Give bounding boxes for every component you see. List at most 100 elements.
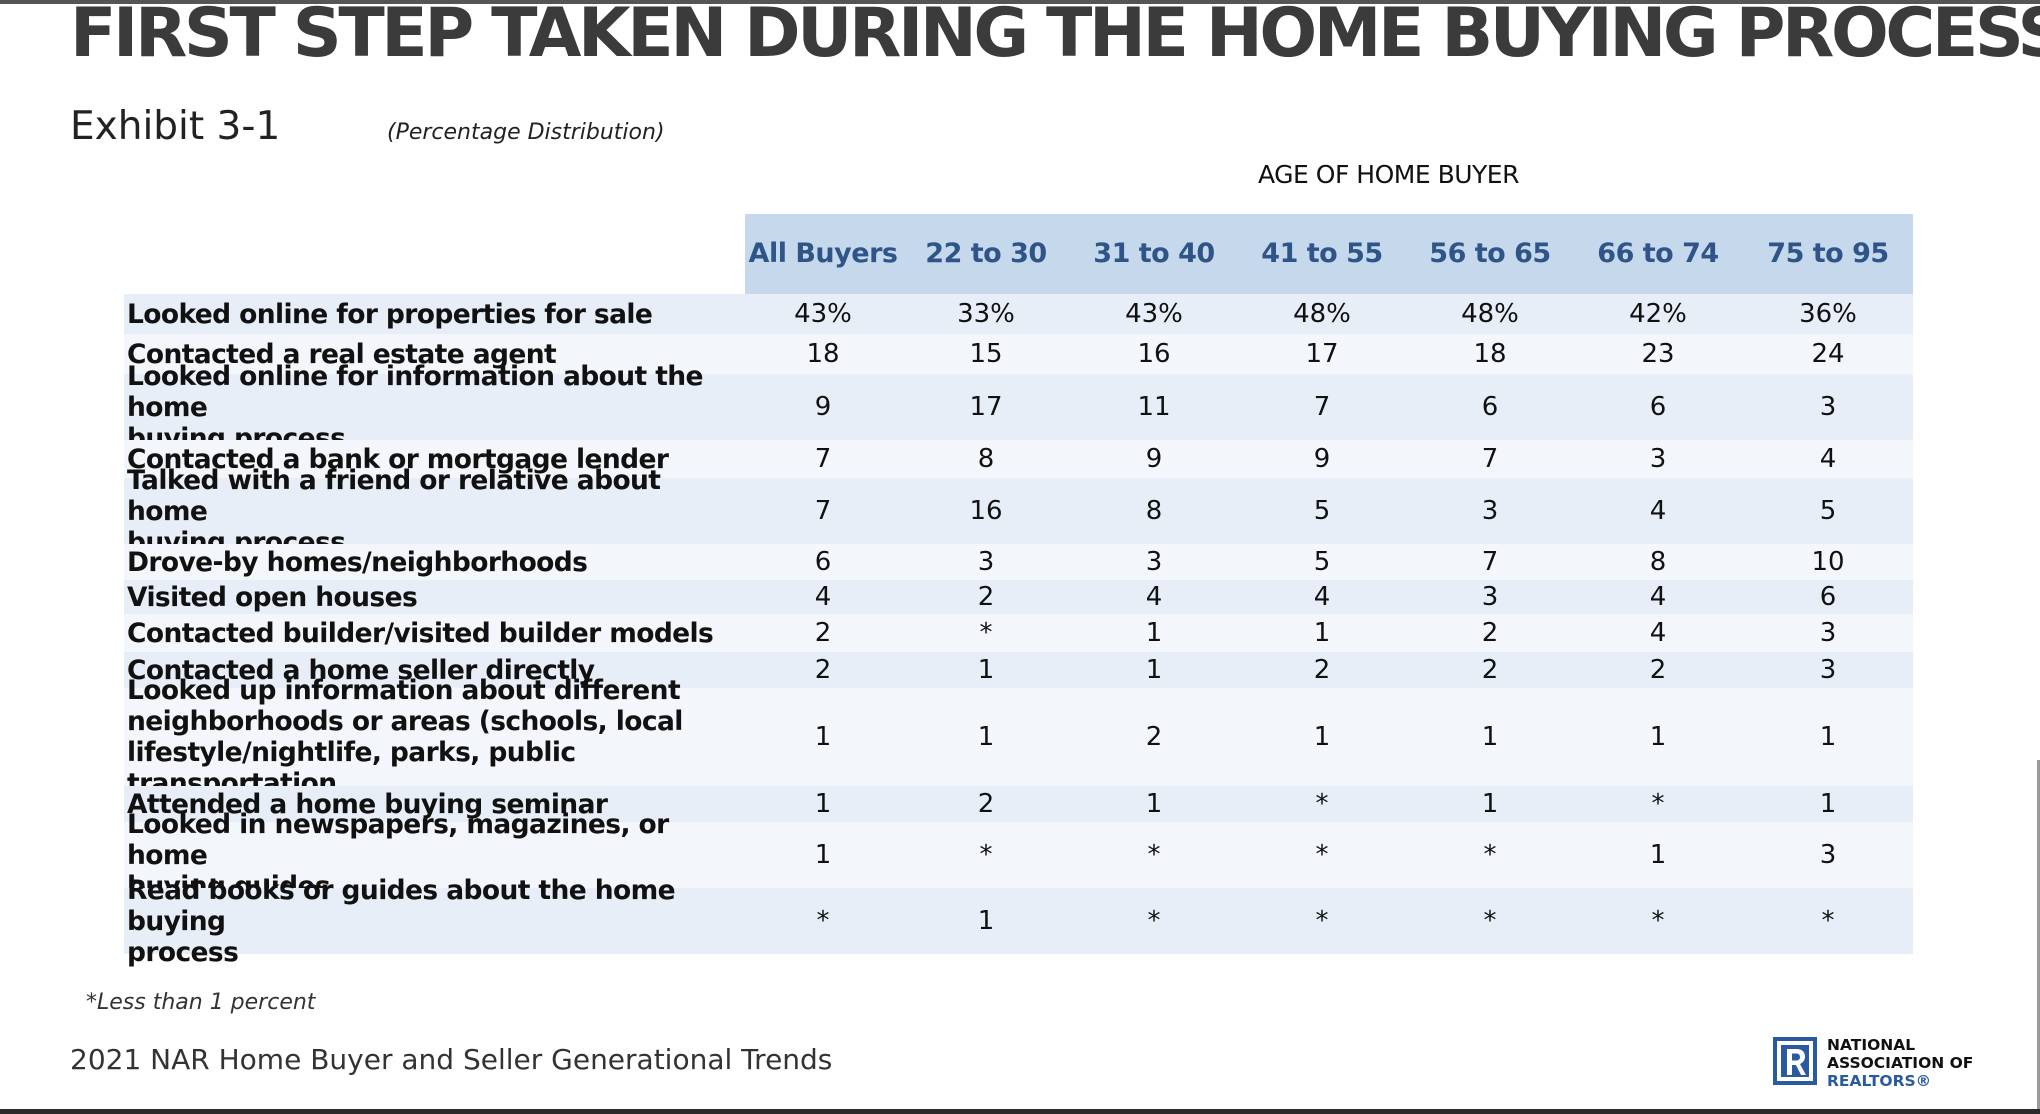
row-label-line: Contacted a real estate agent (127, 338, 557, 370)
table-cell: * (1821, 906, 1835, 936)
table-cell: 48% (1293, 299, 1351, 329)
table-row: Contacted builder/visited builder models… (124, 614, 1913, 652)
table-row: Read books or guides about the home buyi… (124, 875, 1913, 968)
page-title: FIRST STEP TAKEN DURING THE HOME BUYING … (70, 0, 2040, 73)
source-label: 2021 NAR Home Buyer and Seller Generatio… (70, 1043, 833, 1076)
table-cell: 2 (1649, 655, 1667, 685)
row-label: Looked in newspapers, magazines, or home… (127, 809, 747, 902)
table-cell: 1 (1649, 722, 1667, 752)
nar-logo-text: NATIONAL ASSOCIATION OF REALTORS® (1827, 1036, 1973, 1090)
table-cell: 36% (1799, 299, 1857, 329)
table-cell: 6 (1649, 392, 1667, 422)
row-label: Contacted a bank or mortgage lender (127, 440, 747, 478)
table-cell: 42% (1629, 299, 1687, 329)
table-row: Looked online for properties for sale 43%… (124, 294, 1913, 334)
table-cell: 4 (1649, 618, 1667, 648)
table-cell: 9 (1313, 444, 1331, 474)
table-cell: 2 (1481, 655, 1499, 685)
table-cell: 1 (814, 722, 832, 752)
table-cell: 11 (1137, 392, 1171, 422)
table-cell: 1 (977, 906, 995, 936)
table-cell: 16 (1137, 339, 1171, 369)
table-cell: 1 (814, 840, 832, 870)
table-cell: 5 (1819, 496, 1837, 526)
table-cell: 17 (1305, 339, 1339, 369)
table-cell: 2 (977, 789, 995, 819)
table-row: Contacted a bank or mortgage lender 7 8 9 9 7… (124, 440, 1913, 478)
table-cell: 1 (814, 789, 832, 819)
table-cell: 3 (1481, 582, 1499, 612)
table-cell: 4 (1649, 496, 1667, 526)
bottom-border (0, 1109, 2040, 1114)
table-cell: * (1315, 906, 1329, 936)
table-cell: 43% (1125, 299, 1183, 329)
top-border (0, 0, 2040, 4)
table-cell: 43% (794, 299, 852, 329)
table-cell: 1 (1313, 618, 1331, 648)
table-cell: * (1651, 789, 1665, 819)
row-label-line: Looked in newspapers, magazines, or home (127, 808, 669, 871)
column-header: 66 to 74 (1597, 238, 1719, 269)
table-cell: * (1315, 840, 1329, 870)
table-cell: 1 (1145, 655, 1163, 685)
table-cell: 7 (1313, 392, 1331, 422)
table-cell: 18 (806, 339, 840, 369)
table-cell: 1 (977, 655, 995, 685)
table-cell: 1 (1481, 722, 1499, 752)
table-row: Drove-by homes/neighborhoods 6 3 3 5 7 8 10 (124, 544, 1913, 580)
row-label: Contacted builder/visited builder models (127, 614, 747, 652)
table-cell: 1 (1145, 618, 1163, 648)
table-cell: 10 (1811, 547, 1845, 577)
table-cell: 7 (1481, 444, 1499, 474)
row-label: Drove-by homes/neighborhoods (127, 544, 747, 580)
table-cell: 2 (1145, 722, 1163, 752)
table-cell: * (1147, 840, 1161, 870)
row-label-line: Looked online for properties for sale (127, 298, 653, 330)
table-cell: 5 (1313, 547, 1331, 577)
row-label-line: Talked with a friend or relative about h… (127, 464, 661, 527)
table-cell: 4 (1819, 444, 1837, 474)
table-cell: 1 (1313, 722, 1331, 752)
row-label: Talked with a friend or relative about h… (127, 465, 747, 558)
table-cell: 23 (1641, 339, 1675, 369)
table-cell: 15 (969, 339, 1003, 369)
row-label-line: Read books or guides about the home buyi… (127, 874, 676, 937)
table-cell: 1 (1145, 789, 1163, 819)
table-row: Contacted a home seller directly 2 1 1 2 2 2 3 (124, 652, 1913, 688)
column-header: 56 to 65 (1429, 238, 1551, 269)
table-row: Attended a home buying seminar 1 2 1 * 1 * 1 (124, 786, 1913, 822)
table-cell: 3 (1819, 618, 1837, 648)
table-cell: 2 (1481, 618, 1499, 648)
row-label: Looked online for properties for sale (127, 294, 747, 334)
row-label-line: neighborhoods or areas (schools, local (127, 706, 683, 737)
column-header: All Buyers (748, 238, 898, 269)
table-row: Talked with a friend or relative about h… (124, 465, 1913, 558)
table-cell: * (1147, 906, 1161, 936)
column-header: 31 to 40 (1093, 238, 1215, 269)
table-cell: 9 (814, 392, 832, 422)
table-row: Visited open houses 4 2 4 4 3 4 6 (124, 580, 1913, 614)
table-cell: * (1483, 840, 1497, 870)
table-cell: 4 (1313, 582, 1331, 612)
table-cell: 7 (1481, 547, 1499, 577)
exhibit-label: Exhibit 3-1 (70, 104, 281, 149)
table-row: Looked in newspapers, magazines, or home… (124, 809, 1913, 902)
table-cell: 16 (969, 496, 1003, 526)
table-cell: 1 (1649, 840, 1667, 870)
table-cell: * (816, 906, 830, 936)
column-header: 22 to 30 (925, 238, 1047, 269)
table-row: Looked online for information about the … (124, 361, 1913, 454)
table-cell: 3 (1819, 655, 1837, 685)
table-cell: 8 (1649, 547, 1667, 577)
row-label-line: process (127, 936, 239, 968)
row-label: Attended a home buying seminar (127, 786, 747, 822)
footnote: *Less than 1 percent (86, 990, 316, 1015)
row-label-line: Visited open houses (127, 581, 418, 613)
table-cell: 6 (814, 547, 832, 577)
row-label: Looked online for information about the … (127, 361, 747, 454)
table-cell: 3 (1145, 547, 1163, 577)
table-cell: 3 (977, 547, 995, 577)
logo-line-2: ASSOCIATION OF (1827, 1054, 1974, 1072)
table-cell: 4 (814, 582, 832, 612)
row-label: Contacted a home seller directly (127, 652, 747, 688)
